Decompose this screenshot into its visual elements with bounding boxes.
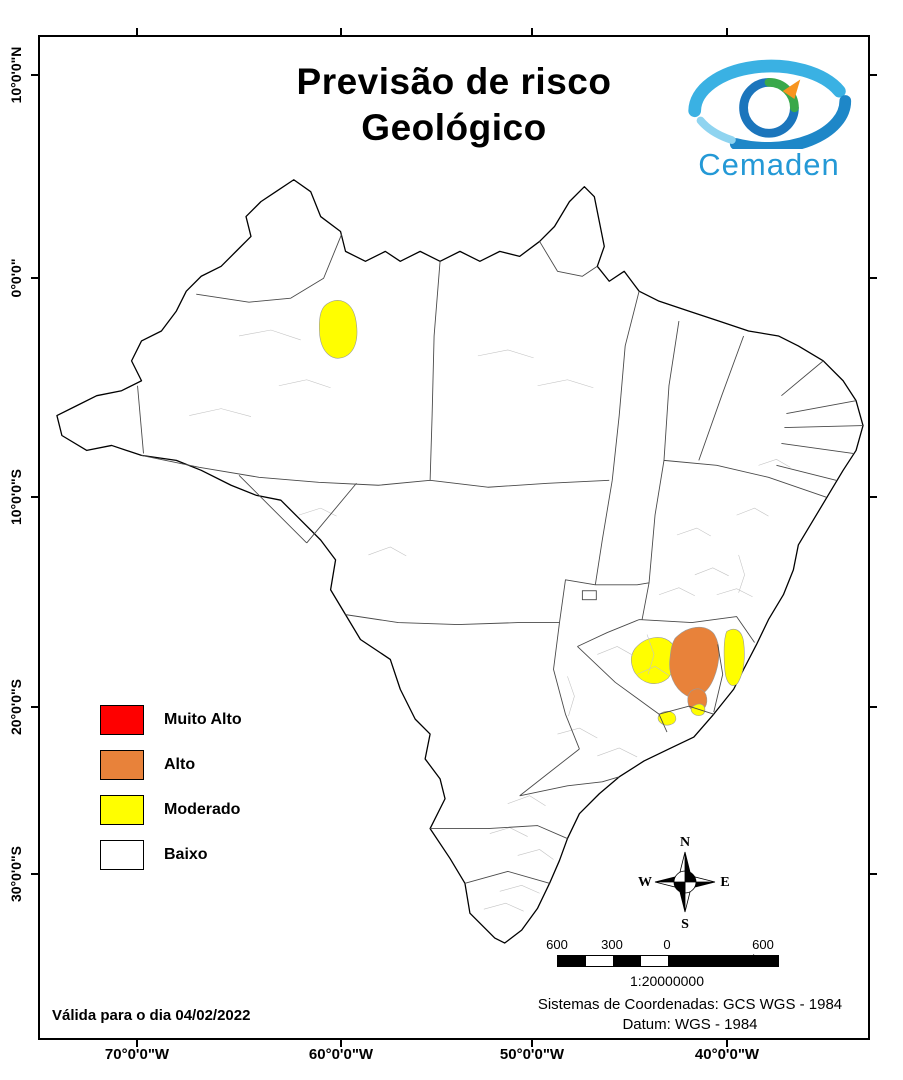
lon-label-50w: 50°0'0"W (499, 1046, 565, 1063)
scale-bar: 600 300 0 600 km 1:20000000 (546, 937, 779, 997)
tick-mark (726, 1040, 728, 1047)
brazil-map (56, 179, 864, 944)
compass-w-label: W (638, 875, 652, 890)
legend-swatch-moderado (100, 795, 144, 825)
tick-mark (31, 74, 38, 76)
page-title-line2: Geológico (361, 107, 547, 148)
scale-label-0: 0 (663, 937, 671, 952)
tick-mark (870, 496, 877, 498)
legend-label-alto: Alto (164, 756, 196, 773)
legend-item-moderado: Moderado (100, 795, 242, 825)
page-title-line1: Previsão de risco (296, 61, 612, 102)
scale-segment (558, 956, 586, 966)
legend-item-muito-alto: Muito Alto (100, 705, 242, 735)
legend-label-baixo: Baixo (164, 846, 208, 863)
legend-label-moderado: Moderado (164, 801, 241, 818)
risk-region-moderado-amazonas (319, 300, 358, 359)
tick-mark (870, 277, 877, 279)
cemaden-logo-text: Cemaden (698, 147, 840, 182)
tick-mark (340, 1040, 342, 1047)
lat-label-10s: 10°0'0"S (8, 468, 24, 526)
scale-segment (640, 956, 668, 966)
legend-swatch-muito-alto (100, 705, 144, 735)
lat-label-10n: 10°0'0"N (8, 46, 24, 104)
scale-ratio: 1:20000000 (630, 973, 704, 989)
tick-mark (31, 706, 38, 708)
tick-mark (31, 277, 38, 279)
state-boundaries (137, 234, 864, 884)
brazil-outline (56, 179, 864, 944)
tick-mark (136, 1040, 138, 1047)
legend-swatch-alto (100, 750, 144, 780)
scale-segment (668, 956, 778, 966)
lat-label-30s: 30°0'0"S (8, 845, 24, 903)
lat-label-20s: 20°0'0"S (8, 678, 24, 736)
scale-label-600-left: 600 (546, 937, 568, 952)
scale-bar-graphic (557, 955, 779, 967)
crs-line1: Sistemas de Coordenadas: GCS WGS - 1984 (537, 996, 843, 1013)
cemaden-eye-icon (688, 59, 852, 149)
municipality-boundaries (189, 329, 791, 912)
tick-mark (31, 873, 38, 875)
tick-mark (340, 28, 342, 35)
compass-s-label: S (681, 917, 689, 932)
lon-label-60w: 60°0'0"W (308, 1046, 374, 1063)
distrito-federal-outline (581, 590, 597, 601)
lat-label-0: 0°0'0" (8, 258, 24, 298)
compass-e-label: E (720, 875, 729, 890)
page-title: Previsão de risco Geológico (40, 59, 868, 151)
risk-legend: Muito Alto Alto Moderado Baixo (100, 705, 242, 885)
crs-line2: Datum: WGS - 1984 (622, 1016, 758, 1033)
legend-label-muito-alto: Muito Alto (164, 711, 242, 728)
map-frame: Previsão de risco Geológico Cemaden Muit… (38, 35, 870, 1040)
lon-label-70w: 70°0'0"W (104, 1046, 170, 1063)
tick-mark (531, 28, 533, 35)
compass-n-label: N (680, 835, 690, 850)
scale-segment (613, 956, 641, 966)
scale-label-300: 300 (601, 937, 623, 952)
compass-rose-icon: N E S W (638, 835, 730, 932)
cemaden-logo: Cemaden (676, 49, 862, 183)
tick-mark (726, 28, 728, 35)
validity-date: Válida para o dia 04/02/2022 (52, 1007, 251, 1024)
scale-segment (585, 956, 613, 966)
tick-mark (136, 28, 138, 35)
tick-mark (870, 873, 877, 875)
legend-item-baixo: Baixo (100, 840, 242, 870)
tick-mark (31, 496, 38, 498)
lon-label-40w: 40°0'0"W (694, 1046, 760, 1063)
tick-mark (870, 706, 877, 708)
risk-region-moderado-es-coast (723, 629, 745, 686)
tick-mark (531, 1040, 533, 1047)
risk-region-moderado-rj-2 (690, 703, 706, 716)
tick-mark (870, 74, 877, 76)
coordinate-system-note: Sistemas de Coordenadas: GCS WGS - 1984 … (480, 995, 900, 1035)
legend-swatch-baixo (100, 840, 144, 870)
legend-item-alto: Alto (100, 750, 242, 780)
